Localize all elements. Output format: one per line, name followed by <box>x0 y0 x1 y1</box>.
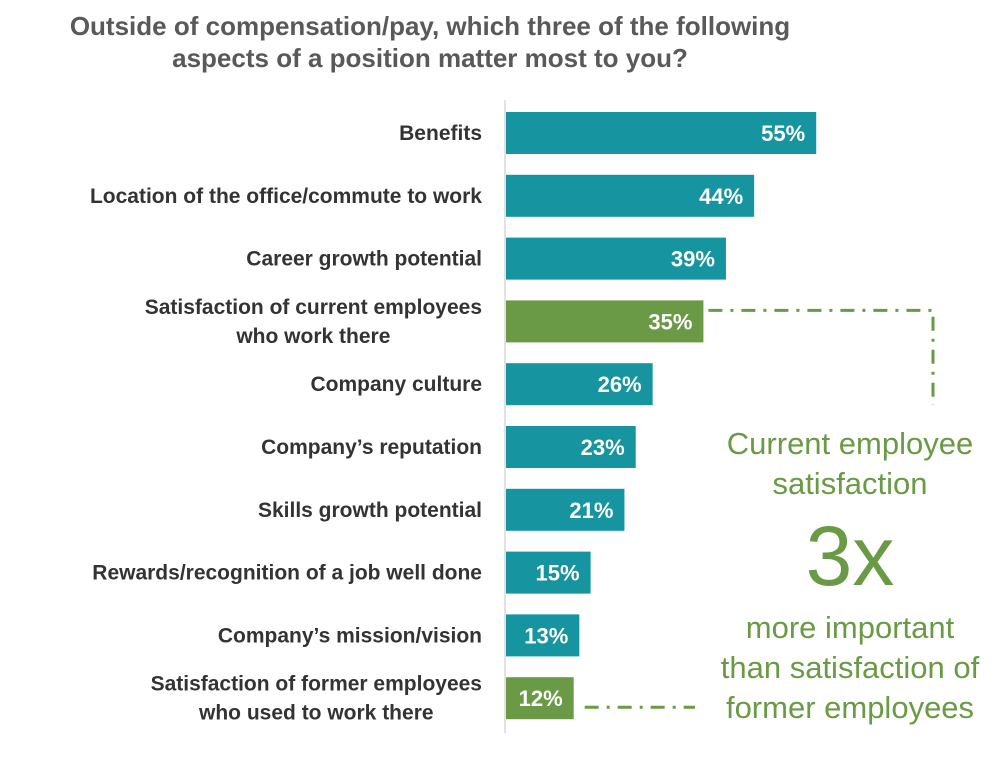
callout-line-1: Current employee <box>726 426 974 461</box>
bar-value-label: 55% <box>761 121 805 146</box>
chart-title-line-2: aspects of a position matter most to you… <box>172 43 688 73</box>
callout-multiplier: 3x <box>805 509 895 603</box>
category-label: Satisfaction of former employees <box>151 673 482 696</box>
callout-connector-top <box>708 308 935 405</box>
category-label: Company’s reputation <box>261 436 482 459</box>
bar-value-label: 26% <box>598 372 642 397</box>
category-label: Rewards/recognition of a job well done <box>92 562 482 585</box>
bar <box>506 174 755 217</box>
bar-value-label: 35% <box>648 309 692 334</box>
callout-line-5: former employees <box>725 690 975 725</box>
bar <box>506 363 653 406</box>
category-label: Career growth potential <box>246 248 482 271</box>
category-label: who work there <box>235 325 390 348</box>
bar <box>506 677 574 720</box>
bar-value-label: 39% <box>671 247 715 272</box>
bar-value-label: 12% <box>519 686 563 711</box>
category-label: Benefits <box>399 122 482 145</box>
category-label: Location of the office/commute to work <box>90 185 482 208</box>
category-label: Satisfaction of current employees <box>145 296 482 319</box>
chart-title: Outside of compensation/pay, which three… <box>0 10 860 74</box>
category-label: Company culture <box>310 373 482 396</box>
bar-value-label: 13% <box>524 623 568 648</box>
bar <box>506 426 636 468</box>
category-label: Skills growth potential <box>258 499 482 522</box>
category-label: who used to work there <box>198 702 434 725</box>
bar <box>506 300 704 343</box>
bar <box>506 551 591 594</box>
bar-value-label: 23% <box>581 435 625 460</box>
callout-line-2: satisfaction <box>772 466 928 501</box>
bar <box>506 237 726 280</box>
callout-line-4: than satisfaction of <box>720 650 980 685</box>
category-label: Company’s mission/vision <box>218 624 482 647</box>
chart-title-line-1: Outside of compensation/pay, which three… <box>69 11 791 41</box>
bar-value-label: 21% <box>569 498 613 523</box>
bar <box>506 614 580 657</box>
bar <box>506 112 817 154</box>
callout-annotation: Current employee satisfaction 3x more im… <box>695 424 1000 728</box>
callout-line-3: more important <box>745 610 955 645</box>
bar-value-label: 44% <box>699 184 743 209</box>
bar <box>506 488 625 531</box>
bar-value-label: 15% <box>536 561 580 586</box>
